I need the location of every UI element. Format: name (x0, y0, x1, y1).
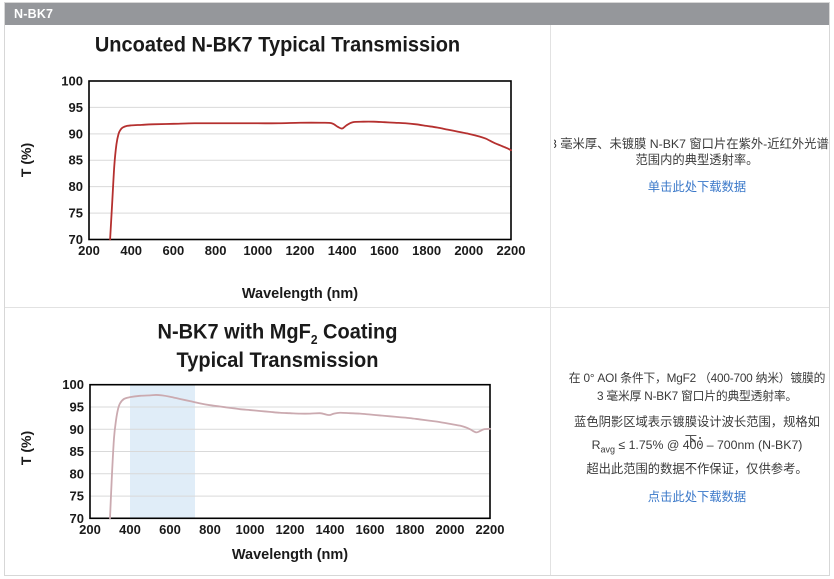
svg-text:90: 90 (69, 126, 83, 141)
svg-text:T (%): T (%) (18, 431, 34, 465)
svg-text:1000: 1000 (236, 522, 265, 537)
svg-text:95: 95 (69, 100, 83, 115)
svg-text:400: 400 (119, 522, 141, 537)
svg-text:80: 80 (69, 179, 83, 194)
svg-text:95: 95 (70, 399, 84, 414)
svg-text:85: 85 (69, 153, 83, 168)
svg-text:1600: 1600 (356, 522, 385, 537)
svg-text:100: 100 (62, 377, 84, 392)
svg-text:1400: 1400 (316, 522, 345, 537)
svg-text:600: 600 (159, 522, 181, 537)
svg-text:100: 100 (61, 74, 83, 89)
svg-text:200: 200 (78, 243, 100, 258)
svg-text:1800: 1800 (396, 522, 425, 537)
svg-text:1200: 1200 (276, 522, 305, 537)
svg-text:75: 75 (69, 206, 83, 221)
svg-text:Wavelength (nm): Wavelength (nm) (232, 547, 348, 563)
svg-text:1800: 1800 (412, 243, 441, 258)
svg-text:800: 800 (205, 243, 227, 258)
svg-text:2200: 2200 (497, 243, 526, 258)
svg-text:400: 400 (120, 243, 142, 258)
svg-text:80: 80 (70, 466, 84, 481)
svg-text:1000: 1000 (243, 243, 272, 258)
svg-text:600: 600 (163, 243, 185, 258)
svg-text:1200: 1200 (286, 243, 315, 258)
svg-text:2000: 2000 (436, 522, 465, 537)
svg-text:1400: 1400 (328, 243, 357, 258)
svg-text:800: 800 (199, 522, 221, 537)
svg-text:90: 90 (70, 422, 84, 437)
svg-text:75: 75 (70, 489, 84, 504)
svg-text:T (%): T (%) (18, 143, 34, 177)
svg-text:1600: 1600 (370, 243, 399, 258)
svg-text:2000: 2000 (454, 243, 483, 258)
svg-text:85: 85 (70, 444, 84, 459)
svg-text:200: 200 (79, 522, 101, 537)
svg-text:2200: 2200 (476, 522, 505, 537)
svg-text:Wavelength (nm): Wavelength (nm) (242, 286, 358, 302)
